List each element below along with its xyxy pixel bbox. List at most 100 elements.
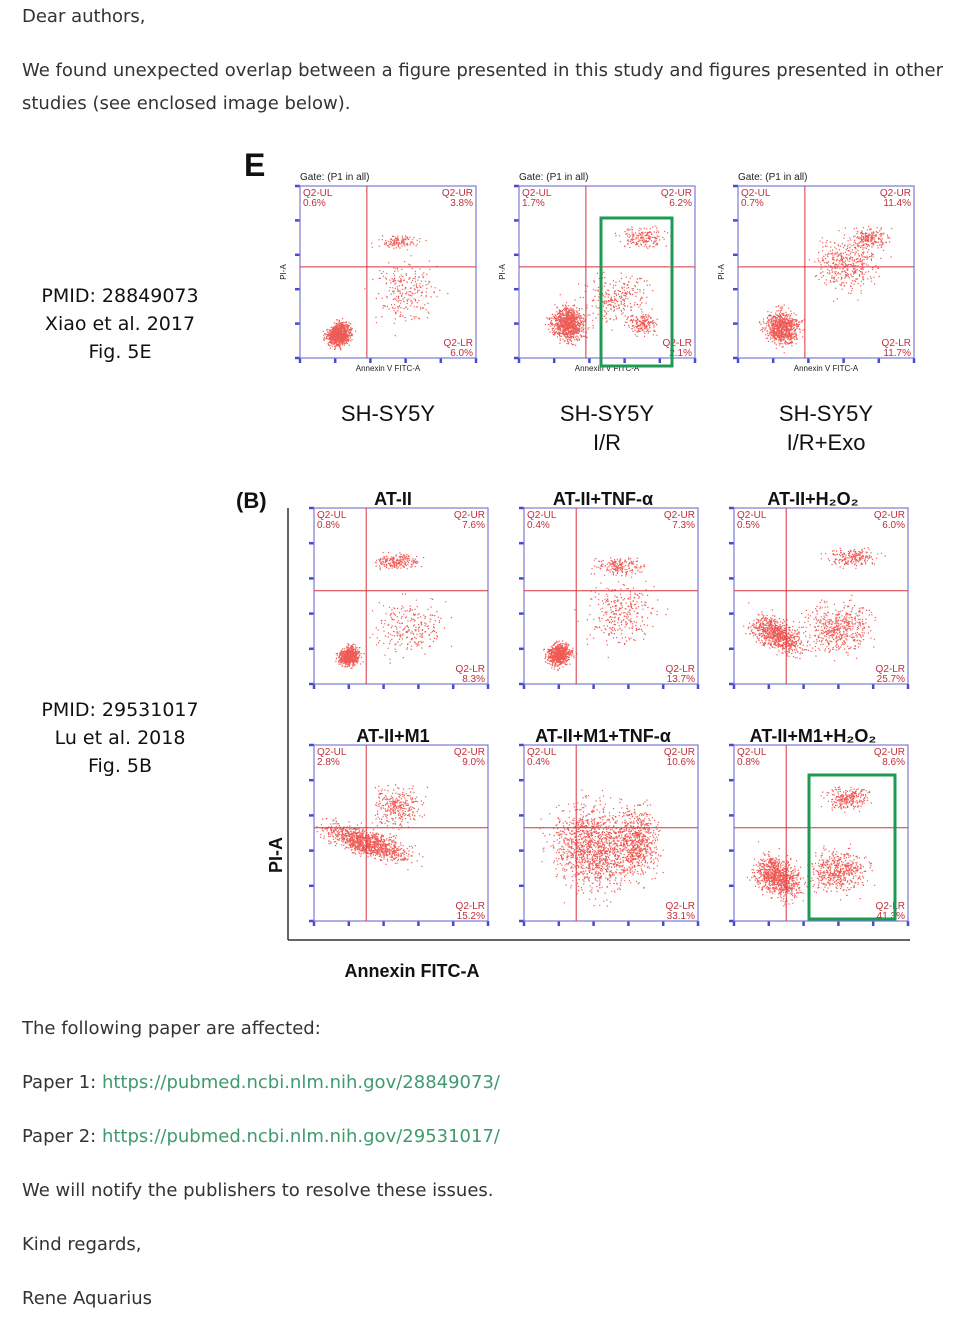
q-lr-label: Q2-LR [876,664,905,675]
scatter-dots [808,227,892,302]
q-ur-value: 8.6% [882,757,905,768]
q-ur-value: 6.0% [882,520,905,531]
q-ul-label: Q2-UL [317,747,347,758]
intro-line-1: We found unexpected overlap between a fi… [22,60,944,81]
scatter-dots [746,841,808,907]
scatter-dots [375,551,425,570]
q-lr-value: 25.7% [877,674,905,685]
scatter-dots [322,318,357,351]
gate-label: Gate: (P1 in all) [519,172,588,183]
q-ur-label: Q2-UR [874,747,905,758]
reference-1: PMID: 28849073 Xiao et al. 2017 Fig. 5E [30,282,210,366]
ref2-pmid: PMID: 29531017 [41,699,199,721]
q-ur-label: Q2-UR [442,188,473,199]
scatter-dots [335,643,365,669]
panel-title: AT-II+M1 [356,726,429,746]
panel-title: AT-II [374,489,412,509]
fig-e-label: E [244,147,265,183]
flow-plot: Q2-UL1.7% Q2-UR6.2% Q2-LR2.1% [514,184,697,363]
scatter-dots [610,798,664,889]
q-lr-label: Q2-LR [882,338,911,349]
figure-5e: E Gate: (P1 in all)Q2-UL0.6%Q2-UR3.8%Q2-… [244,147,916,455]
paper-1-link[interactable]: https://pubmed.ncbi.nlm.nih.gov/28849073… [101,1072,500,1093]
q-lr-value: 41.3% [877,911,905,922]
scatter-dots [369,593,452,664]
ref2-fig: Fig. 5B [87,755,153,777]
panel-name: SH-SY5Y [560,401,654,426]
panel-title: AT-II+M1+TNF-α [535,726,671,746]
q-ul-value: 0.4% [527,520,550,531]
q-lr-value: 13.7% [667,674,695,685]
scatter-dots [371,784,428,835]
signature: Rene Aquarius [22,1288,153,1309]
q-ul-value: 0.5% [737,520,760,531]
q-ul-label: Q2-UL [527,510,557,521]
gate-box [737,185,915,359]
paper-2-label: Paper 2: [22,1126,102,1147]
q-ur-value: 10.6% [667,757,695,768]
flow-plot: Q2-UL0.6% Q2-UR3.8% Q2-LR6.0% [295,184,478,363]
figure-5b: (B) PI-A Annexin FITC-A AT-IIQ2-UL0.8%Q2… [236,488,910,981]
q-lr-label: Q2-LR [444,338,473,349]
q-lr-label: Q2-LR [666,901,695,912]
comparison-figure: E Gate: (P1 in all)Q2-UL0.6%Q2-UR3.8%Q2-… [236,147,916,981]
affected-text: The following paper are affected: [22,1018,321,1039]
panel-sub: I/R [593,430,621,455]
paper-2-line: Paper 2: https://pubmed.ncbi.nlm.nih.gov… [22,1120,500,1153]
q-lr-value: 2.1% [669,348,692,359]
q-ur-label: Q2-UR [454,747,485,758]
q-ur-label: Q2-UR [874,510,905,521]
gate-box [523,507,699,685]
gate-label: Gate: (P1 in all) [300,172,369,183]
paper-2-link[interactable]: https://pubmed.ncbi.nlm.nih.gov/29531017… [101,1126,500,1147]
gate-box [733,744,909,922]
q-ul-value: 0.4% [527,757,550,768]
x-axis-label: Annexin V FITC-A [356,364,421,373]
q-ur-label: Q2-UR [664,510,695,521]
gate-label: Gate: (P1 in all) [738,172,807,183]
q-lr-value: 33.1% [667,911,695,922]
q-ur-value: 7.3% [672,520,695,531]
scatter-dots [316,817,424,871]
q-ur-label: Q2-UR [661,188,692,199]
q-lr-label: Q2-LR [663,338,692,349]
scatter-dots [798,594,877,662]
q-ur-value: 9.0% [462,757,485,768]
q-lr-value: 15.2% [457,911,485,922]
panel-title: AT-II+H₂O₂ [767,489,858,509]
y-axis-label: PI-A [717,264,726,280]
q-lr-label: Q2-LR [456,901,485,912]
panel-name: SH-SY5Y [341,401,435,426]
q-lr-value: 6.0% [450,348,473,359]
q-lr-label: Q2-LR [666,664,695,675]
y-axis-label: PI-A [498,264,507,280]
scatter-dots [802,843,876,901]
gate-box [733,507,909,685]
q-ur-value: 11.4% [883,198,911,209]
panel-title: AT-II+TNF-α [553,489,653,509]
y-axis-label: PI-A [279,264,288,280]
q-ul-value: 2.8% [317,757,340,768]
notify-text: We will notify the publishers to resolve… [22,1180,494,1201]
q-ur-label: Q2-UR [664,747,695,758]
gate-box [523,744,699,922]
q-ul-label: Q2-UL [737,510,767,521]
q-ul-label: Q2-UL [737,747,767,758]
q-ul-value: 0.8% [317,520,340,531]
scatter-dots [614,225,672,249]
q-lr-label: Q2-LR [876,901,905,912]
paper-1-label: Paper 1: [22,1072,102,1093]
q-ul-value: 0.6% [303,198,326,209]
ref1-fig: Fig. 5E [88,341,152,363]
scatter-dots [759,304,806,354]
x-axis-label: Annexin V FITC-A [794,364,859,373]
greeting: Dear authors, [22,6,146,27]
q-ul-label: Q2-UL [527,747,557,758]
q-lr-value: 8.3% [462,674,485,685]
q-ur-value: 7.6% [462,520,485,531]
